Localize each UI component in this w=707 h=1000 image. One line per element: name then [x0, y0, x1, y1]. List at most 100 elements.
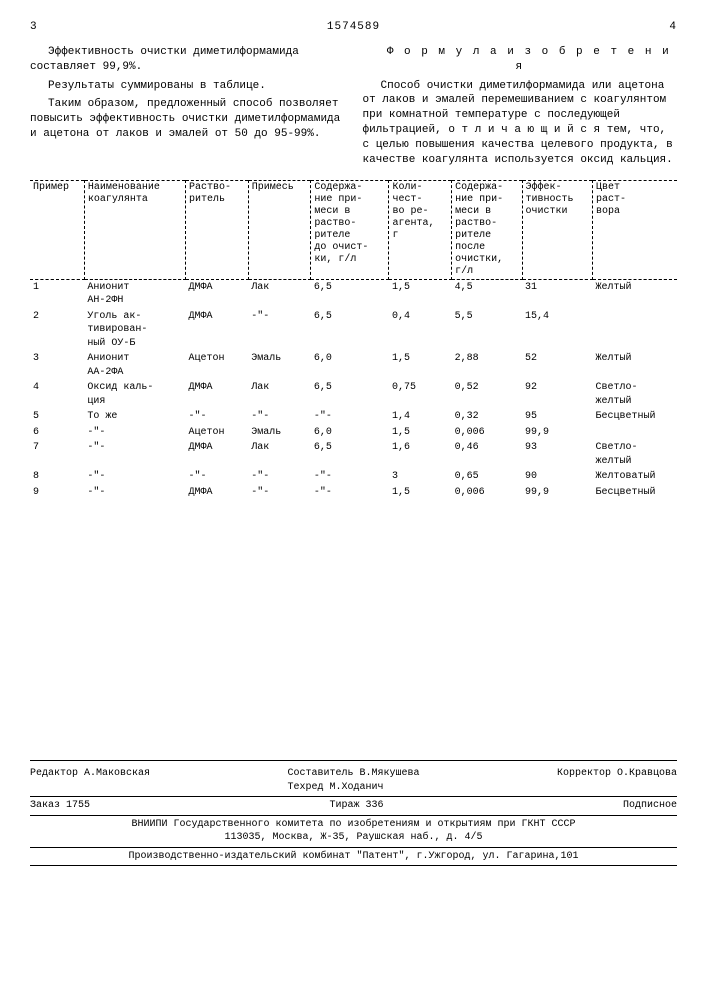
column-header: Примесь [248, 180, 311, 279]
table-cell: Бесцветный [592, 409, 677, 425]
table-row: 1АнионитАН-2ФНДМФАЛак6,51,54,531Желтый [30, 279, 677, 309]
table-cell: 15,4 [522, 309, 592, 352]
column-header: Коли-чест-во ре-агента,г [389, 180, 452, 279]
table-cell: -"- [248, 409, 311, 425]
table-cell: 0,4 [389, 309, 452, 352]
table-cell: 1 [30, 279, 84, 309]
table-row: 7-"-ДМФАЛак6,51,60,4693Светло-желтый [30, 440, 677, 469]
table-cell: Оксид каль-ция [84, 380, 185, 409]
page-header: 3 1574589 4 [30, 20, 677, 35]
table-cell: 92 [522, 380, 592, 409]
table-cell: 6,5 [311, 440, 389, 469]
table-cell: 3 [389, 469, 452, 485]
column-header: Пример [30, 180, 84, 279]
table-cell: Ацетон [185, 351, 248, 380]
table-cell: 31 [522, 279, 592, 309]
table-cell: 7 [30, 440, 84, 469]
table-cell: Эмаль [248, 425, 311, 441]
footer-publisher: Производственно-издательский комбинат "П… [30, 848, 677, 867]
table-header: ПримерНаименованиекоагулянтаРаство-рител… [30, 180, 677, 279]
table-cell: АнионитАН-2ФН [84, 279, 185, 309]
compiler-tech: Составитель В.Мякушева Техред М.Ходанич [287, 767, 419, 794]
table-cell: 6,0 [311, 425, 389, 441]
table-cell: 1,5 [389, 425, 452, 441]
table-cell: -"- [311, 409, 389, 425]
table-cell: ДМФА [185, 440, 248, 469]
table-row: 4Оксид каль-цияДМФАЛак6,50,750,5292Светл… [30, 380, 677, 409]
table-cell: -"- [84, 469, 185, 485]
table-cell: Светло-желтый [592, 380, 677, 409]
table-cell: 8 [30, 469, 84, 485]
table-row: 5То же-"--"--"-1,40,3295Бесцветный [30, 409, 677, 425]
footer-order: Заказ 1755 Тираж 336 Подписное [30, 797, 677, 816]
formula-title: Ф о р м у л а и з о б р е т е н и я [363, 45, 678, 75]
right-page-number: 4 [669, 20, 677, 35]
corrector: Корректор О.Кравцова [557, 767, 677, 794]
table-cell: Лак [248, 279, 311, 309]
org-name: ВНИИПИ Государственного комитета по изоб… [30, 818, 677, 832]
table-row: 3АнионитАА-2ФААцетонЭмаль6,01,52,8852Жел… [30, 351, 677, 380]
table-cell: -"- [185, 469, 248, 485]
table-cell: 2,88 [452, 351, 522, 380]
left-page-number: 3 [30, 20, 38, 35]
table-cell: АнионитАА-2ФА [84, 351, 185, 380]
column-header: Наименованиекоагулянта [84, 180, 185, 279]
table-cell: 3 [30, 351, 84, 380]
table-cell: 6,0 [311, 351, 389, 380]
table-cell: -"- [248, 469, 311, 485]
table-cell: 0,32 [452, 409, 522, 425]
footer-credits: Редактор А.Маковская Составитель В.Мякуш… [30, 765, 677, 797]
compiler: Составитель В.Мякушева [287, 768, 419, 779]
column-header: Эффек-тивностьочистки [522, 180, 592, 279]
table-cell: 2 [30, 309, 84, 352]
table-cell: -"- [248, 309, 311, 352]
table-cell: 99,9 [522, 485, 592, 501]
table-cell: -"- [185, 409, 248, 425]
table-cell: 0,46 [452, 440, 522, 469]
right-para-1: Способ очистки диметилформамида или ацет… [363, 79, 678, 168]
org-address: 113035, Москва, Ж-35, Раушская наб., д. … [30, 831, 677, 845]
table-cell: 5 [30, 409, 84, 425]
table-cell: 52 [522, 351, 592, 380]
table-cell: 1,6 [389, 440, 452, 469]
table-cell: 93 [522, 440, 592, 469]
table-cell: 6,5 [311, 279, 389, 309]
table-row: 8-"--"--"--"-30,6590Желтоватый [30, 469, 677, 485]
table-cell: -"- [84, 485, 185, 501]
table-cell: То же [84, 409, 185, 425]
table-cell: Уголь ак-тивирован-ный ОУ-Б [84, 309, 185, 352]
table-cell: 1,5 [389, 351, 452, 380]
table-cell: 90 [522, 469, 592, 485]
table-cell: ДМФА [185, 309, 248, 352]
table-cell: -"- [311, 469, 389, 485]
table-cell: Лак [248, 440, 311, 469]
table-cell: 95 [522, 409, 592, 425]
footer: Редактор А.Маковская Составитель В.Мякуш… [30, 760, 677, 866]
table-cell [592, 425, 677, 441]
left-column: Эффективность очистки диметилформамида с… [30, 41, 345, 172]
table-cell: 4 [30, 380, 84, 409]
table-cell: 4,5 [452, 279, 522, 309]
column-header: Цветраст-вора [592, 180, 677, 279]
table-cell: 99,9 [522, 425, 592, 441]
column-header: Содержа-ние при-меси враство-рителепосле… [452, 180, 522, 279]
table-cell: 6 [30, 425, 84, 441]
column-header: Содержа-ние при-меси враство-рителедо оч… [311, 180, 389, 279]
table-cell: 9 [30, 485, 84, 501]
table-cell: Эмаль [248, 351, 311, 380]
table-cell: Желтый [592, 279, 677, 309]
table-cell: ДМФА [185, 485, 248, 501]
table-cell: -"- [84, 440, 185, 469]
table-cell: Желтоватый [592, 469, 677, 485]
table-cell: 0,75 [389, 380, 452, 409]
table-cell: -"- [84, 425, 185, 441]
table-cell: Лак [248, 380, 311, 409]
table-cell: 0,52 [452, 380, 522, 409]
table-cell [592, 309, 677, 352]
table-cell: 0,006 [452, 425, 522, 441]
circulation: Тираж 336 [329, 799, 383, 813]
column-header: Раство-ритель [185, 180, 248, 279]
footer-org: ВНИИПИ Государственного комитета по изоб… [30, 816, 677, 848]
editor: Редактор А.Маковская [30, 767, 150, 794]
techred: Техред М.Ходанич [287, 782, 383, 793]
